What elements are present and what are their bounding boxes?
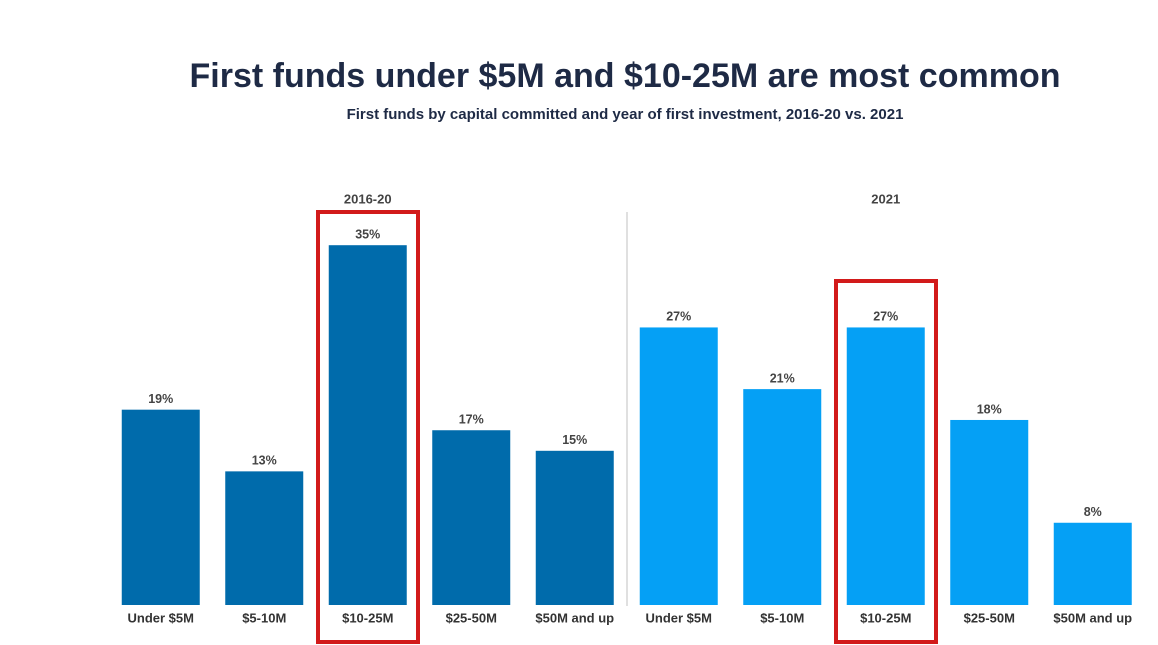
x-tick-label: Under $5M	[646, 610, 712, 625]
bar	[121, 409, 200, 605]
x-tick-label: $5-10M	[760, 610, 804, 625]
bar	[225, 471, 304, 605]
x-tick-label: $10-25M	[860, 610, 911, 625]
bar	[846, 327, 925, 605]
x-tick-label: $25-50M	[964, 610, 1015, 625]
bar	[950, 419, 1029, 605]
bar	[535, 450, 614, 605]
value-label: 27%	[666, 310, 691, 324]
value-label: 18%	[977, 402, 1002, 416]
value-label: 8%	[1084, 505, 1102, 519]
x-tick-label: Under $5M	[128, 610, 194, 625]
chart-subtitle: First funds by capital committed and yea…	[347, 106, 904, 123]
value-label: 27%	[873, 310, 898, 324]
value-label: 15%	[562, 433, 587, 447]
bar	[639, 327, 718, 605]
value-label: 35%	[355, 227, 380, 241]
x-tick-label: $5-10M	[242, 610, 286, 625]
panel-title: 2021	[871, 191, 900, 206]
bar	[1053, 522, 1132, 605]
x-tick-label: $25-50M	[446, 610, 497, 625]
value-label: 17%	[459, 413, 484, 427]
panel-title: 2016-20	[344, 191, 392, 206]
x-tick-label: $50M and up	[1053, 610, 1132, 625]
value-label: 13%	[252, 454, 277, 468]
bar	[328, 245, 407, 605]
value-label: 21%	[770, 371, 795, 385]
bar	[432, 430, 511, 605]
highlight-box	[834, 279, 938, 644]
value-label: 19%	[148, 392, 173, 406]
highlight-box	[316, 210, 420, 644]
x-tick-label: $50M and up	[535, 610, 614, 625]
chart-title: First funds under $5M and $10-25M are mo…	[190, 57, 1061, 95]
bar	[743, 389, 822, 605]
x-tick-label: $10-25M	[342, 610, 393, 625]
